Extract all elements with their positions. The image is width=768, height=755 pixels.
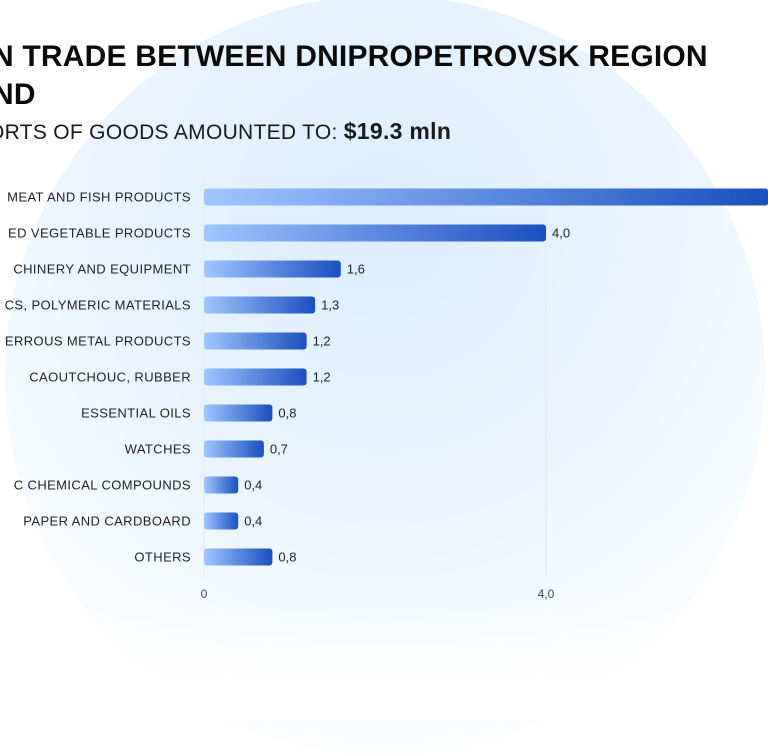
- value-label: 1,2: [313, 370, 331, 385]
- category-label: ESSENTIAL OILS: [81, 406, 191, 421]
- bar: [204, 188, 768, 206]
- value-label: 1,6: [347, 262, 365, 277]
- title-line-2: ND: [0, 78, 36, 111]
- value-label: 0,8: [278, 406, 296, 421]
- category-label: C CHEMICAL COMPOUNDS: [14, 478, 191, 493]
- category-label: ED VEGETABLE PRODUCTS: [8, 226, 191, 241]
- value-label: 0,8: [278, 550, 296, 565]
- value-label: 1,3: [321, 298, 339, 313]
- category-label: CAOUTCHOUC, RUBBER: [29, 370, 191, 385]
- category-label: MEAT AND FISH PRODUCTS: [7, 190, 191, 205]
- bottom-fade: [0, 600, 768, 720]
- category-label: PAPER AND CARDBOARD: [23, 514, 191, 529]
- bar: [204, 440, 264, 458]
- x-tick-label: 4,0: [538, 587, 555, 601]
- bar: [204, 260, 341, 278]
- bar: [204, 296, 316, 314]
- category-label: OTHERS: [134, 550, 191, 565]
- bar: [204, 548, 273, 566]
- value-label: 1,2: [313, 334, 331, 349]
- category-label: ERROUS METAL PRODUCTS: [5, 334, 191, 349]
- value-label: 0,7: [270, 442, 288, 457]
- value-label: 0,4: [244, 514, 262, 529]
- title-line-1: N TRADE BETWEEN DNIPROPETROVSK REGION: [0, 40, 708, 73]
- bar: [204, 404, 273, 422]
- bar: [204, 224, 546, 242]
- subtitle-text: ORTS OF GOODS AMOUNTED TO:: [0, 121, 338, 144]
- value-label: 4,0: [552, 226, 570, 241]
- category-label: CHINERY AND EQUIPMENT: [13, 262, 191, 277]
- x-tick-label: 0: [201, 587, 208, 601]
- bar: [204, 368, 307, 386]
- bar-chart: MEAT AND FISH PRODUCTS ED VEGETABLE PRODU…: [5, 180, 768, 601]
- chart-title: N TRADE BETWEEN DNIPROPETROVSK REGION ND: [0, 38, 708, 114]
- bar: [204, 512, 239, 530]
- value-label: 0,4: [244, 478, 262, 493]
- total-amount: $19.3 mln: [343, 118, 452, 144]
- bar: [204, 332, 307, 350]
- category-label: WATCHES: [125, 442, 191, 457]
- bars: [204, 188, 768, 566]
- bar: [204, 476, 239, 494]
- category-label: CS, POLYMERIC MATERIALS: [5, 298, 191, 313]
- x-axis-ticks: 0 4,0: [201, 587, 555, 601]
- subtitle: ORTS OF GOODS AMOUNTED TO: $19.3 mln: [0, 118, 451, 145]
- labels: MEAT AND FISH PRODUCTS ED VEGETABLE PRODU…: [5, 190, 571, 565]
